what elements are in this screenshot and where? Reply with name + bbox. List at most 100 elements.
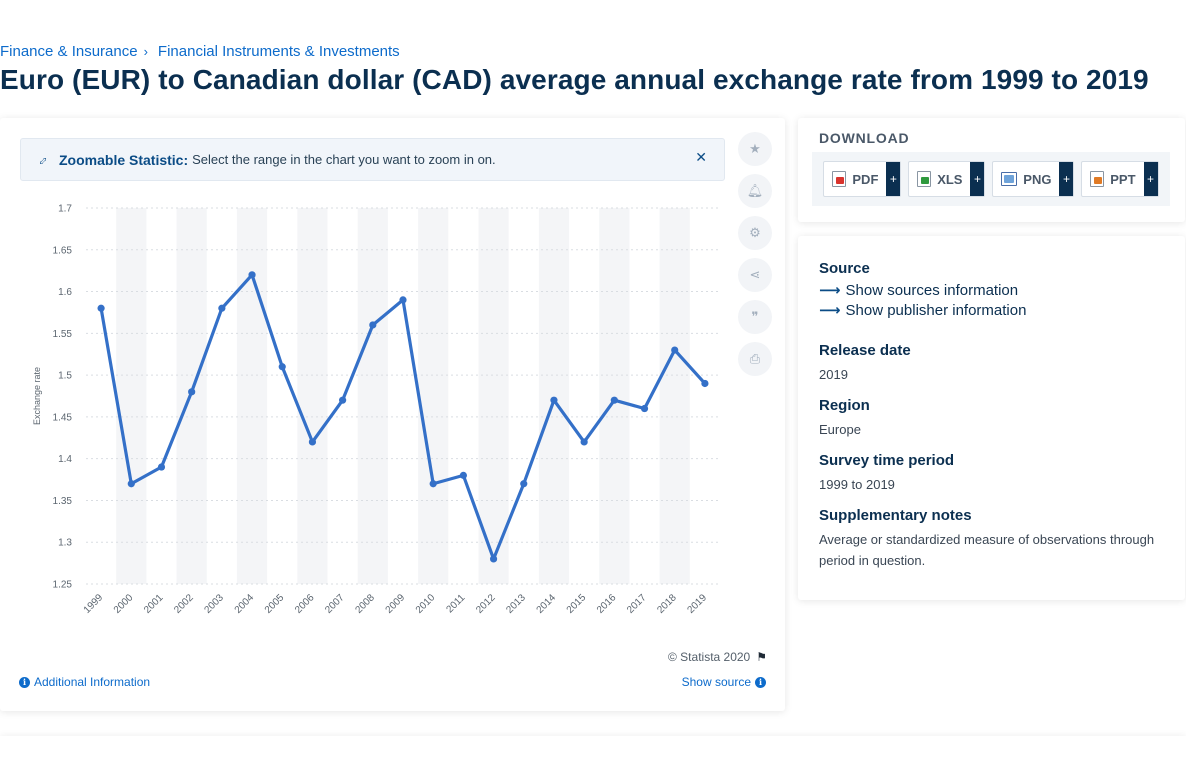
data-point <box>489 555 498 563</box>
data-point <box>339 396 347 404</box>
data-point <box>701 379 709 388</box>
data-point <box>308 438 317 446</box>
chart-card: ⇔ Zoomable Statistic: Select the range i… <box>0 118 785 711</box>
x-tick-label: 2010 <box>414 592 438 616</box>
x-tick-label: 2015 <box>565 592 589 616</box>
x-tick-label: 2003 <box>202 592 226 616</box>
show-sources-label: Show sources information <box>845 281 1019 299</box>
download-ppt-label: PPT <box>1110 171 1136 187</box>
show-publisher-link[interactable]: ⟶ Show publisher information <box>819 301 1026 320</box>
data-point <box>157 463 166 471</box>
y-tick-label: 1.45 <box>53 412 73 423</box>
gear-icon[interactable]: ⚙ <box>738 216 772 250</box>
supplementary-notes-value: Average or standardized measure of obser… <box>819 532 1155 568</box>
data-point <box>278 363 286 371</box>
x-tick-label: 2005 <box>263 592 287 616</box>
download-buttons: PDF + XLS + PNG + PPT + <box>812 152 1170 206</box>
x-tick-label: 2013 <box>504 592 528 616</box>
download-xls-button[interactable]: XLS + <box>908 161 986 197</box>
release-date-heading: Release date <box>819 342 911 359</box>
close-icon[interactable]: ✕ <box>695 149 707 165</box>
y-tick-label: 1.3 <box>58 538 72 549</box>
column-band <box>599 208 630 584</box>
release-section: Release date 2019 <box>819 342 911 385</box>
data-point <box>248 271 256 279</box>
download-png-label: PNG <box>1023 171 1052 187</box>
y-tick-label: 1.5 <box>58 371 72 382</box>
breadcrumb-link-instruments[interactable]: Financial Instruments & Investments <box>157 43 400 60</box>
column-band <box>116 208 147 584</box>
data-point <box>640 404 649 413</box>
plus-icon[interactable]: + <box>886 162 901 196</box>
x-tick-label: 2006 <box>293 592 317 616</box>
download-card: DOWNLOAD PDF + XLS + PNG + PPT + <box>798 118 1185 222</box>
plus-icon[interactable]: + <box>1143 162 1158 196</box>
show-source-link[interactable]: Show source i <box>682 675 766 689</box>
share-icon[interactable]: ⋖ <box>738 258 772 292</box>
source-heading: Source <box>819 260 870 277</box>
notes-section: Supplementary notes Average or standardi… <box>819 507 1159 571</box>
y-tick-label: 1.65 <box>53 245 73 256</box>
x-tick-label: 2009 <box>384 592 408 616</box>
data-point <box>550 396 558 404</box>
copyright-text: © Statista 2020 <box>668 650 751 664</box>
x-tick-label: 2007 <box>323 592 347 616</box>
star-icon[interactable]: ★ <box>738 132 772 166</box>
plus-icon[interactable]: + <box>1059 162 1074 196</box>
data-point <box>429 480 437 488</box>
region-heading: Region <box>819 397 870 414</box>
bell-icon[interactable]: 🔔︎ <box>738 174 772 208</box>
x-tick-label: 2002 <box>172 592 196 616</box>
additional-information-link[interactable]: i Additional Information <box>19 675 150 689</box>
additional-information-label: Additional Information <box>34 675 151 689</box>
arrow-right-icon: ⟶ <box>819 302 841 319</box>
line-chart[interactable]: 1.25 1.3 1.35 1.4 1.45 1.5 1.55 1.6 1.65 1.7 Excha… <box>20 196 730 636</box>
x-tick-label: 2011 <box>445 592 468 615</box>
y-tick-label: 1.4 <box>58 454 72 465</box>
download-title: DOWNLOAD <box>819 130 910 146</box>
y-tick-label: 1.55 <box>53 329 73 340</box>
breadcrumb-link-finance[interactable]: Finance & Insurance <box>0 43 138 60</box>
zoom-banner-title: Zoomable Statistic: <box>59 151 189 168</box>
download-pdf-label: PDF <box>852 171 879 187</box>
data-point <box>369 321 377 329</box>
survey-period-value: 1999 to 2019 <box>819 477 895 492</box>
source-card: Source ⟶ Show sources information ⟶ Show… <box>798 236 1185 600</box>
x-tick-label: 2001 <box>142 592 166 616</box>
column-band <box>659 208 690 584</box>
quote-icon[interactable]: ❞ <box>738 300 772 334</box>
region-section: Region Europe <box>819 397 870 440</box>
x-tick-label: 1999 <box>82 592 106 616</box>
flag-icon[interactable]: ⚑ <box>756 650 767 664</box>
column-band <box>297 208 328 584</box>
survey-period-heading: Survey time period <box>819 452 955 469</box>
x-tick-label: 2000 <box>112 592 136 616</box>
bottom-bar <box>0 736 1186 760</box>
x-tick-label: 2019 <box>686 592 710 616</box>
plus-icon[interactable]: + <box>970 162 985 196</box>
data-point <box>671 346 679 354</box>
download-png-button[interactable]: PNG + <box>992 161 1075 197</box>
show-sources-link[interactable]: ⟶ Show sources information <box>819 281 1026 300</box>
source-section: Source ⟶ Show sources information ⟶ Show… <box>819 260 1026 319</box>
column-band <box>538 208 570 584</box>
download-ppt-button[interactable]: PPT + <box>1081 161 1159 197</box>
column-band <box>478 208 509 584</box>
data-point <box>520 480 528 488</box>
data-point <box>218 304 226 312</box>
info-icon: i <box>755 676 766 688</box>
print-icon[interactable]: ⎙ <box>738 342 772 376</box>
data-point <box>610 396 618 404</box>
x-tick-label: 2014 <box>535 592 559 616</box>
chart-toolbar: ★ 🔔︎ ⚙ ⋖ ❞ ⎙ <box>738 132 772 384</box>
copyright: © Statista 2020 ⚑ <box>668 650 767 664</box>
column-band <box>418 208 449 584</box>
download-pdf-button[interactable]: PDF + <box>823 161 902 197</box>
x-tick-label: 2018 <box>655 592 679 616</box>
download-xls-label: XLS <box>937 171 963 187</box>
supplementary-notes-heading: Supplementary notes <box>819 507 972 524</box>
x-tick-label: 2012 <box>474 592 498 616</box>
data-point <box>127 480 135 488</box>
data-point <box>399 296 407 304</box>
x-tick-label: 2017 <box>625 592 649 616</box>
